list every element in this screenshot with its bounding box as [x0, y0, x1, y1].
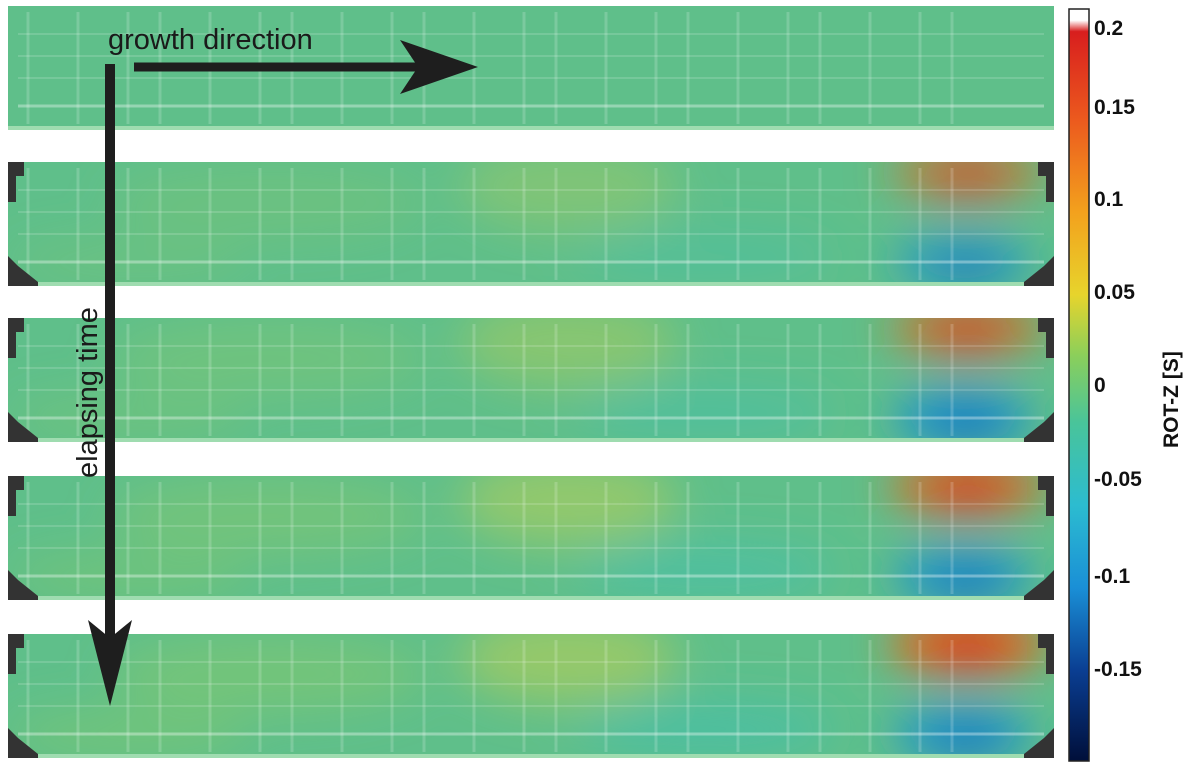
colorbar-tick-label: 0	[1094, 374, 1106, 397]
corner-bracket	[1024, 412, 1054, 442]
mesh-grid	[18, 168, 1044, 280]
cold-region	[938, 412, 998, 440]
mesh-grid	[18, 640, 1044, 752]
colorbar-tick-label: -0.1	[1094, 565, 1131, 588]
colorbar-title: ROT-Z [S]	[1160, 351, 1183, 448]
warm-region	[8, 551, 248, 600]
panel-edge	[8, 596, 1054, 600]
cool-region	[578, 227, 838, 286]
colorbar-tick-label: 0.15	[1094, 96, 1135, 119]
field-panel-3	[8, 318, 1054, 442]
colorbar-tick-label: 0.2	[1094, 17, 1124, 40]
panel-edge	[8, 126, 1054, 130]
corner-bracket	[1038, 634, 1054, 674]
corner-bracket	[1038, 162, 1054, 202]
corner-bracket	[8, 318, 24, 358]
cold-region	[938, 728, 998, 756]
cool-region	[578, 541, 838, 600]
mesh-grid	[18, 324, 1044, 436]
field-map	[8, 476, 1054, 600]
warm-region	[458, 318, 678, 388]
panel-edge	[8, 754, 1054, 758]
growth-direction-label: growth direction	[108, 24, 313, 56]
corner-bracket	[8, 728, 38, 758]
cool-region	[578, 383, 838, 442]
field-blobs	[8, 476, 1048, 600]
hot-region	[928, 318, 1008, 350]
field-panel-2	[8, 162, 1054, 286]
corner-bracket	[1024, 256, 1054, 286]
panel-edge	[8, 438, 1054, 442]
elapsing-time-label: elapsing time	[72, 307, 104, 478]
colorbar-tick-label: 0.05	[1094, 281, 1135, 304]
cold-region	[938, 256, 998, 284]
field-blobs	[8, 318, 1048, 442]
corner-bracket	[8, 162, 24, 202]
cold-region	[938, 570, 998, 598]
panel-edge	[8, 282, 1054, 286]
field-blobs	[8, 162, 1048, 286]
corner-bracket	[8, 476, 24, 516]
elapsing-time-arrow	[88, 64, 132, 706]
colorbar: 0.2 0.15 0.1 0.05 0 -0.05 -0.1 -0.15 ROT…	[1068, 8, 1194, 762]
corner-bracket	[1038, 476, 1054, 516]
field-panel-5	[8, 634, 1054, 758]
corner-bracket	[8, 412, 38, 442]
colorbar-tick-label: -0.05	[1094, 468, 1142, 491]
corner-bracket	[1024, 570, 1054, 600]
colorbar-tick-label: 0.1	[1094, 188, 1124, 211]
field-map	[8, 318, 1054, 442]
warm-region	[108, 476, 428, 556]
warm-region	[108, 634, 428, 714]
warm-region	[458, 162, 678, 232]
warm-region	[8, 393, 248, 442]
growth-direction-arrow	[134, 40, 478, 94]
hot-region	[928, 162, 1008, 194]
hot-region	[928, 476, 1008, 508]
corner-bracket	[1038, 318, 1054, 358]
mesh-grid	[18, 482, 1044, 594]
corner-bracket	[8, 634, 24, 674]
corner-bracket	[8, 256, 38, 286]
colorbar-tick-label: -0.15	[1094, 658, 1142, 681]
field-blobs	[8, 634, 1048, 758]
warm-region	[108, 162, 428, 242]
hot-region	[928, 634, 1008, 666]
warm-region	[8, 709, 248, 758]
field-map	[8, 162, 1054, 286]
field-panel-4	[8, 476, 1054, 600]
warm-region	[108, 318, 428, 398]
colorbar-gradient	[1068, 8, 1090, 762]
warm-region	[458, 634, 678, 704]
field-map	[8, 634, 1054, 758]
cool-region	[578, 699, 838, 758]
corner-bracket	[8, 570, 38, 600]
corner-bracket	[1024, 728, 1054, 758]
warm-region	[458, 476, 678, 546]
warm-region	[8, 237, 248, 286]
